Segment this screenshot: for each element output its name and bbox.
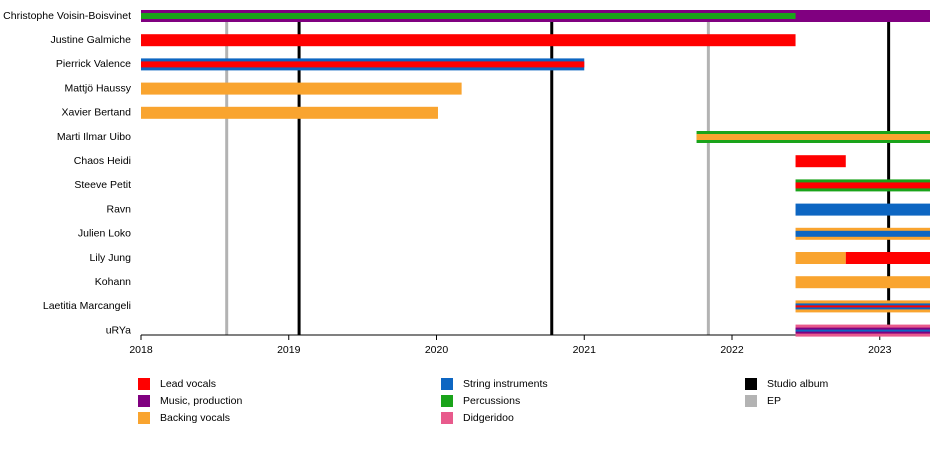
member-name: Justine Galmiche xyxy=(50,34,131,46)
member-name: Lily Jung xyxy=(90,252,132,264)
legend-swatch xyxy=(745,395,757,407)
legend-label: Studio album xyxy=(767,378,829,390)
x-tick-label: 2021 xyxy=(573,344,597,356)
legend-swatch xyxy=(138,395,150,407)
legend-swatch xyxy=(441,412,453,424)
member-name: Chaos Heidi xyxy=(74,155,131,167)
member-name: Pierrick Valence xyxy=(56,58,131,70)
x-tick-label: 2022 xyxy=(720,344,744,356)
legend-label: Backing vocals xyxy=(160,412,230,424)
member-bar xyxy=(845,252,930,264)
x-tick-label: 2023 xyxy=(868,344,892,356)
member-name: Xavier Bertand xyxy=(62,107,132,119)
x-tick-label: 2020 xyxy=(425,344,449,356)
member-bar xyxy=(795,230,930,237)
member-name: Steeve Petit xyxy=(74,179,131,191)
member-bar xyxy=(696,134,930,140)
x-tick-label: 2019 xyxy=(277,344,301,356)
member-name: Ravn xyxy=(106,203,131,215)
legend-swatch xyxy=(138,378,150,390)
member-name: Christophe Voisin-Boisvinet xyxy=(3,10,131,22)
member-bar xyxy=(141,34,796,47)
legend-label: Lead vocals xyxy=(160,378,216,390)
legend-label: String instruments xyxy=(463,378,548,390)
member-name: Julien Loko xyxy=(78,228,131,240)
member-bar xyxy=(795,305,930,308)
legend-label: Music, production xyxy=(160,395,242,407)
legend-label: EP xyxy=(767,395,781,407)
legend-swatch xyxy=(138,412,150,424)
legend-label: Percussions xyxy=(463,395,520,407)
member-bar xyxy=(795,182,930,189)
member-bar xyxy=(795,252,846,264)
member-bar xyxy=(795,329,930,332)
legend-swatch xyxy=(441,395,453,407)
member-bar xyxy=(795,203,930,216)
legend-swatch xyxy=(441,378,453,390)
member-bar xyxy=(141,61,585,68)
member-name: Kohann xyxy=(95,276,131,288)
member-name: Laetitia Marcangeli xyxy=(43,300,131,312)
member-name: Mattjö Haussy xyxy=(64,82,131,94)
member-name: uRYa xyxy=(106,324,131,336)
legend-label: Didgeridoo xyxy=(463,412,514,424)
legend-swatch xyxy=(745,378,757,390)
member-name: Marti Ilmar Uibo xyxy=(57,131,131,143)
x-tick-label: 2018 xyxy=(129,344,153,356)
member-bar xyxy=(141,106,438,119)
member-bar xyxy=(141,82,462,95)
member-bar xyxy=(795,155,846,168)
member-bar xyxy=(141,13,796,19)
member-bar xyxy=(795,276,930,289)
